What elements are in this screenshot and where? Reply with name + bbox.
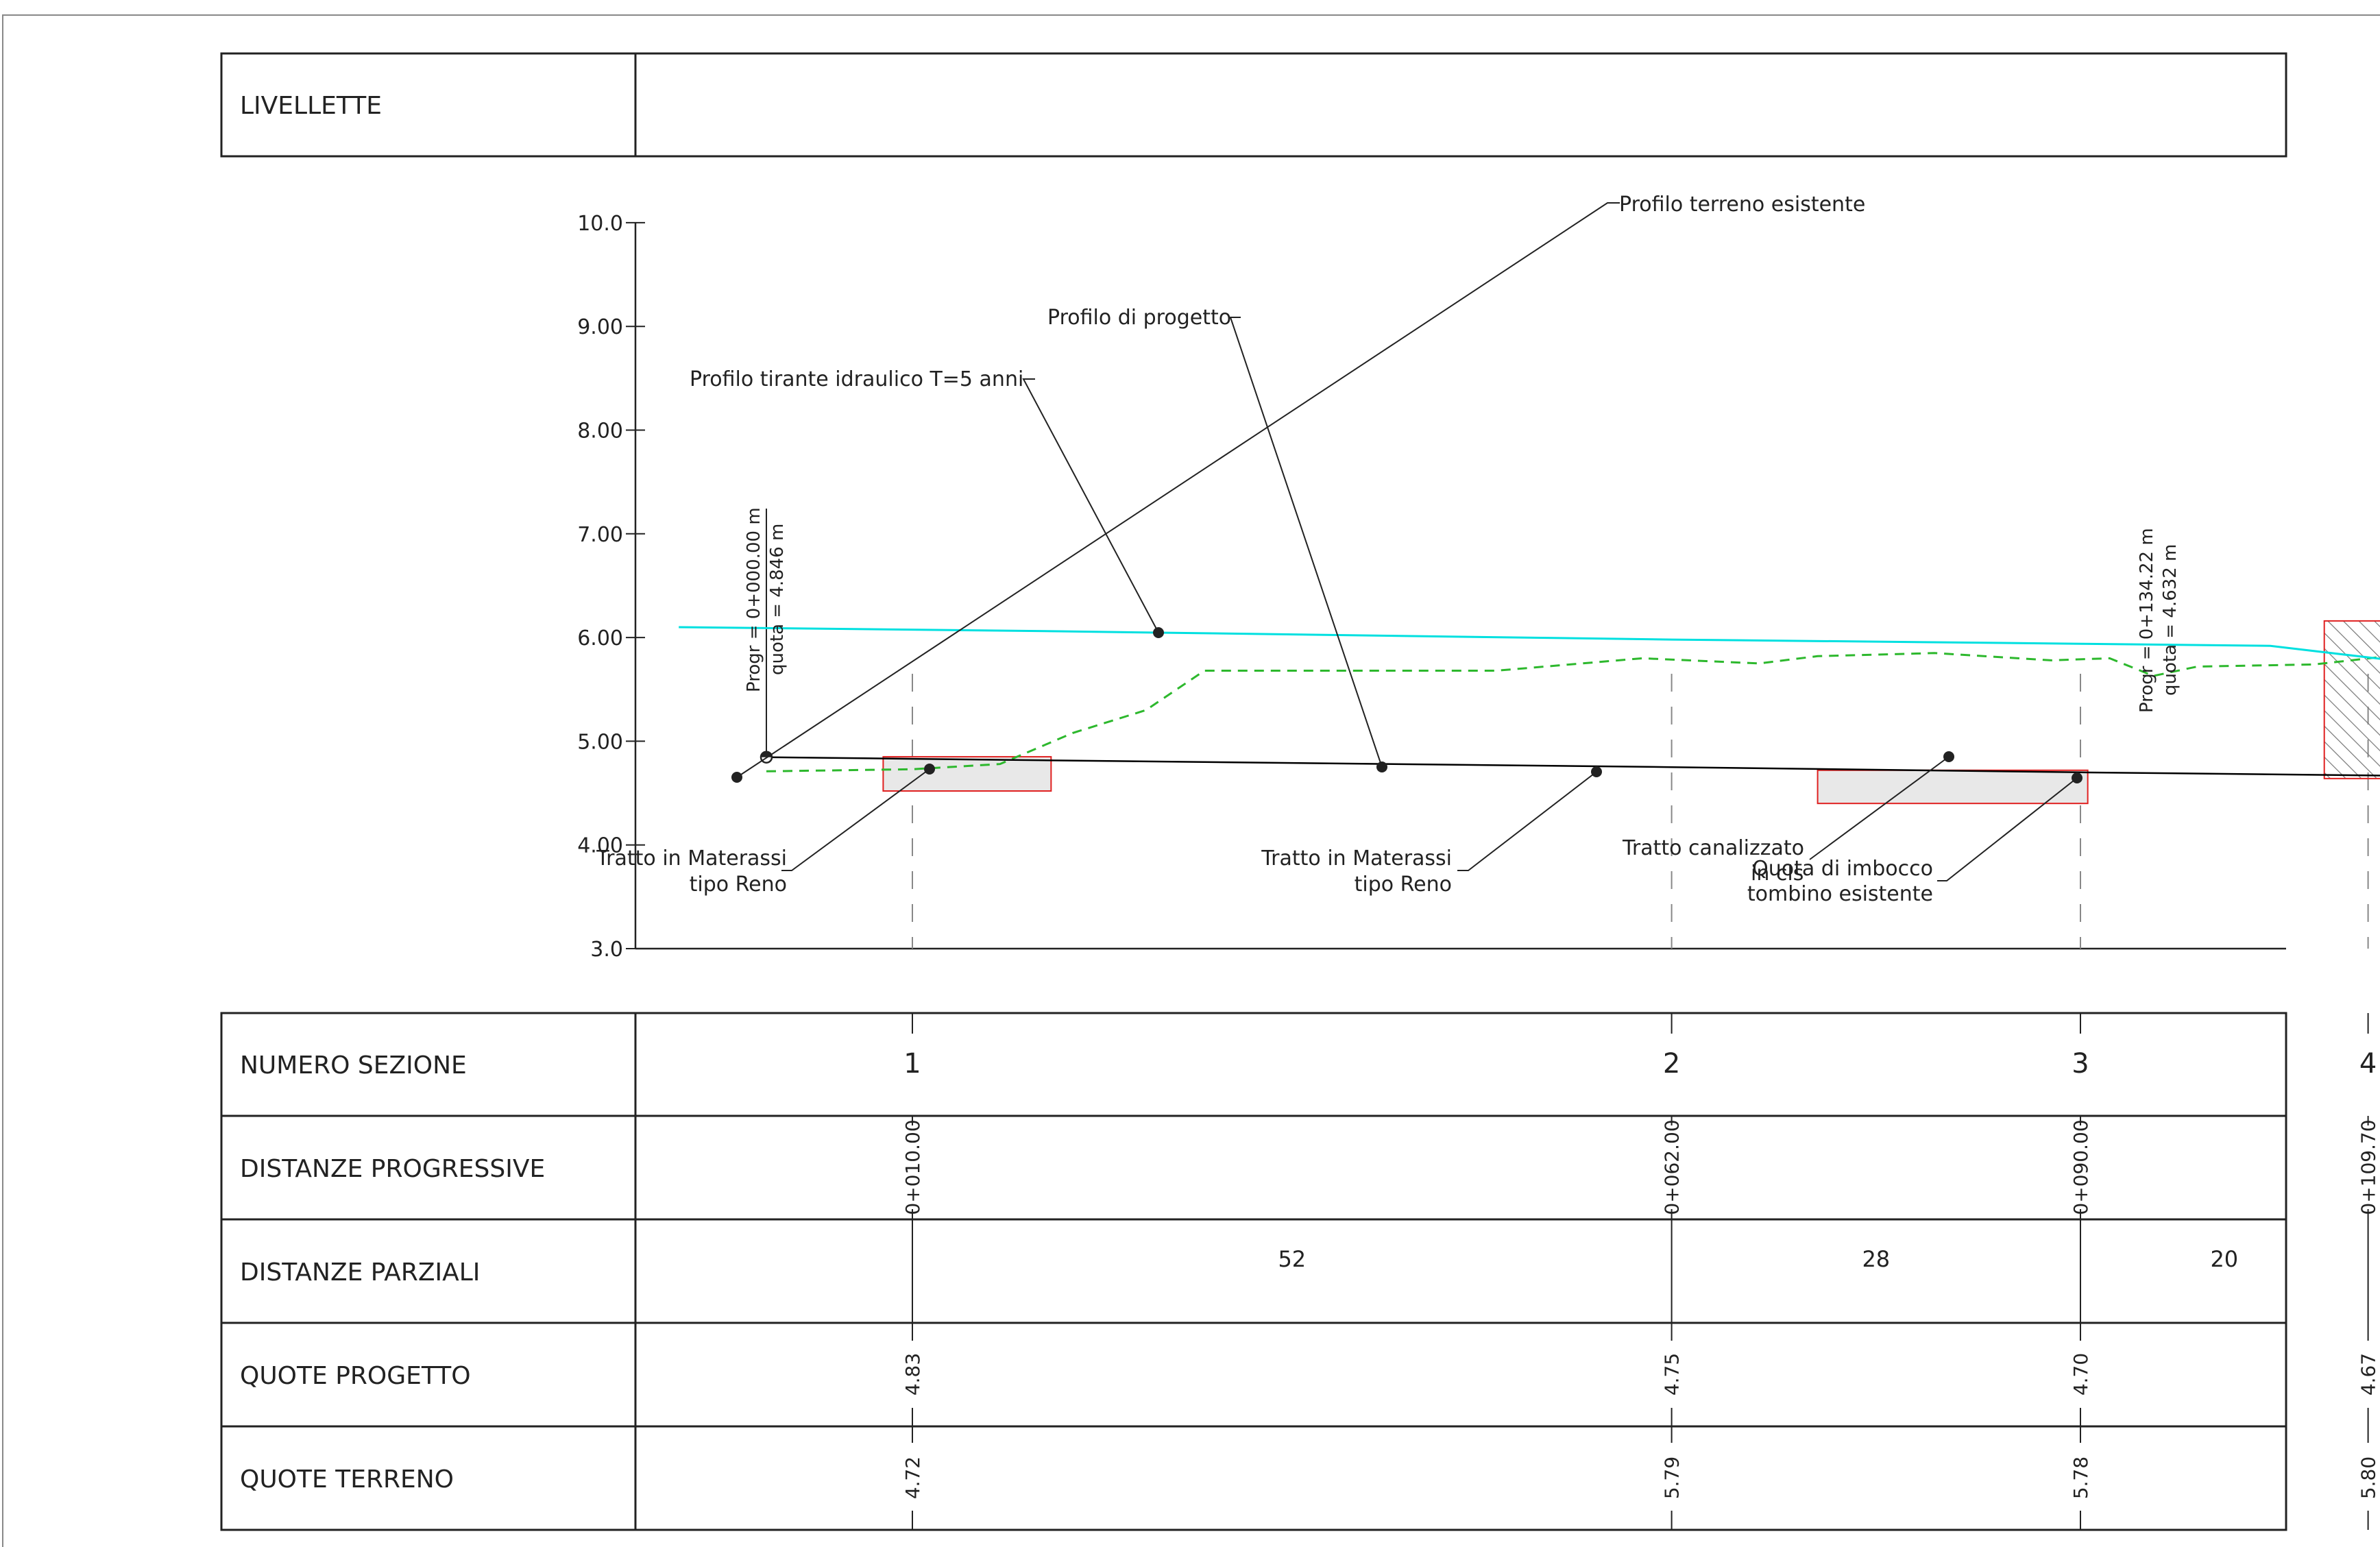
section-number: 3 bbox=[2072, 1048, 2089, 1080]
row-label-distanze-parziali: DISTANZE PARZIALI bbox=[240, 1258, 480, 1287]
sheet-border bbox=[2, 14, 2380, 1547]
leader-terreno-dot bbox=[731, 772, 742, 783]
imbocco-label-b: tombino esistente bbox=[1747, 882, 1933, 906]
leader-reno1-dot bbox=[924, 764, 935, 775]
imbocco-label-a: Quota di imbocco bbox=[1752, 857, 1933, 881]
end-progr-label: Progr = 0+134.22 m bbox=[2137, 528, 2157, 713]
leader-reno2-dot bbox=[1591, 766, 1602, 777]
quota-terreno-value: 5.79 bbox=[1661, 1457, 1684, 1499]
leader-terreno bbox=[736, 202, 1620, 778]
y-tick-label: 10.0 bbox=[577, 212, 623, 236]
quota-terreno-value: 4.72 bbox=[901, 1457, 924, 1499]
quota-terreno-value: 5.78 bbox=[2069, 1457, 2092, 1499]
start-quota-label: quota = 4.846 m bbox=[767, 524, 788, 675]
y-axis: 10.0 9.00 8.00 7.00 6.00 5.00 4.00 3.0 bbox=[577, 212, 2286, 962]
quota-progetto-value: 4.75 bbox=[1661, 1353, 1684, 1396]
y-tick-label: 3.0 bbox=[590, 938, 623, 962]
partial-distance: 28 bbox=[1862, 1246, 1890, 1272]
row-label-numero-sezione: NUMERO SEZIONE bbox=[240, 1051, 467, 1080]
y-tick-label: 6.00 bbox=[577, 626, 623, 650]
terreno-label: Profilo terreno esistente bbox=[1619, 193, 1865, 217]
hatched-canal-region bbox=[2323, 620, 2380, 779]
table-cells: 1 0+010.00 4.83 4.72 2 0+062.00 4.75 5.79 3 0+090… bbox=[901, 1013, 2380, 1530]
leader-imbocco bbox=[1937, 777, 2078, 881]
project-profile-line bbox=[766, 756, 2380, 777]
quota-progetto-value: 4.83 bbox=[901, 1353, 924, 1396]
y-tick-label: 8.00 bbox=[577, 419, 623, 443]
leader-canal-dot bbox=[1943, 751, 1954, 762]
leader-progetto-dot bbox=[1376, 762, 1387, 772]
section-number: 1 bbox=[903, 1048, 921, 1080]
section-number: 2 bbox=[1663, 1048, 1680, 1080]
water-profile-line bbox=[679, 626, 2380, 660]
section-number: 4 bbox=[2359, 1048, 2377, 1080]
quota-terreno-value: 5.80 bbox=[2357, 1457, 2380, 1499]
header-box: LIVELLETTE bbox=[220, 52, 2287, 158]
leader-reno1 bbox=[781, 768, 930, 871]
leader-tirante-dot bbox=[1153, 627, 1164, 638]
section-progressive: 0+010.00 bbox=[901, 1119, 924, 1215]
series bbox=[679, 626, 2380, 777]
terrain-profile-line bbox=[766, 652, 2380, 772]
section-progressive: 0+109.70 bbox=[2357, 1119, 2380, 1215]
reno2-label-b: tipo Reno bbox=[1355, 873, 1452, 897]
leader-canal bbox=[1809, 756, 1950, 860]
row-label-distanze-progressive: DISTANZE PROGRESSIVE bbox=[240, 1155, 545, 1183]
partial-distance: 52 bbox=[1278, 1246, 1306, 1272]
quota-progetto-value: 4.67 bbox=[2357, 1353, 2380, 1396]
leaders bbox=[731, 202, 2082, 881]
y-tick-label: 7.00 bbox=[577, 523, 623, 547]
progetto-label: Profilo di progetto bbox=[1047, 306, 1231, 330]
start-progr-label: Progr = 0+000.00 m bbox=[744, 507, 764, 692]
tirante-label: Profilo tirante idraulico T=5 anni bbox=[690, 367, 1023, 391]
section-progressive: 0+062.00 bbox=[1661, 1119, 1684, 1215]
livellette-label: LIVELLETTE bbox=[240, 92, 382, 120]
mattress-region bbox=[882, 756, 1052, 792]
y-tick-label: 5.00 bbox=[577, 730, 623, 754]
regions bbox=[882, 620, 2380, 805]
leader-progetto bbox=[1229, 317, 1383, 768]
row-label-quote-progetto: QUOTE PROGETTO bbox=[240, 1362, 471, 1390]
canal-label-a: Tratto canalizzato bbox=[1622, 836, 1804, 860]
longitudinal-profile-chart: 10.0 9.00 8.00 7.00 6.00 5.00 4.00 3.0 Progr = … bbox=[577, 193, 2380, 962]
canal-label-b: in cls bbox=[1751, 862, 1804, 886]
sections-table: NUMERO SEZIONE DISTANZE PROGRESSIVE DIST… bbox=[220, 1012, 2380, 1531]
partial-distance: 20 bbox=[2210, 1246, 2238, 1272]
leader-imbocco-dot bbox=[2072, 772, 2082, 783]
section-progressive: 0+090.00 bbox=[2069, 1119, 2092, 1215]
reno1-label-b: tipo Reno bbox=[690, 873, 787, 897]
reno1-label-a: Tratto in Materassi bbox=[596, 846, 787, 870]
row-label-quote-terreno: QUOTE TERRENO bbox=[240, 1465, 454, 1494]
quota-progetto-value: 4.70 bbox=[2069, 1353, 2092, 1396]
end-quota-label: quota = 4.632 m bbox=[2160, 544, 2181, 696]
mattress-region bbox=[1817, 769, 2089, 805]
reno2-label-a: Tratto in Materassi bbox=[1261, 846, 1452, 870]
leader-reno2 bbox=[1457, 771, 1597, 871]
y-tick-label: 9.00 bbox=[577, 315, 623, 339]
leader-tirante bbox=[1022, 378, 1159, 633]
y-tick-label: 4.00 bbox=[577, 834, 623, 858]
